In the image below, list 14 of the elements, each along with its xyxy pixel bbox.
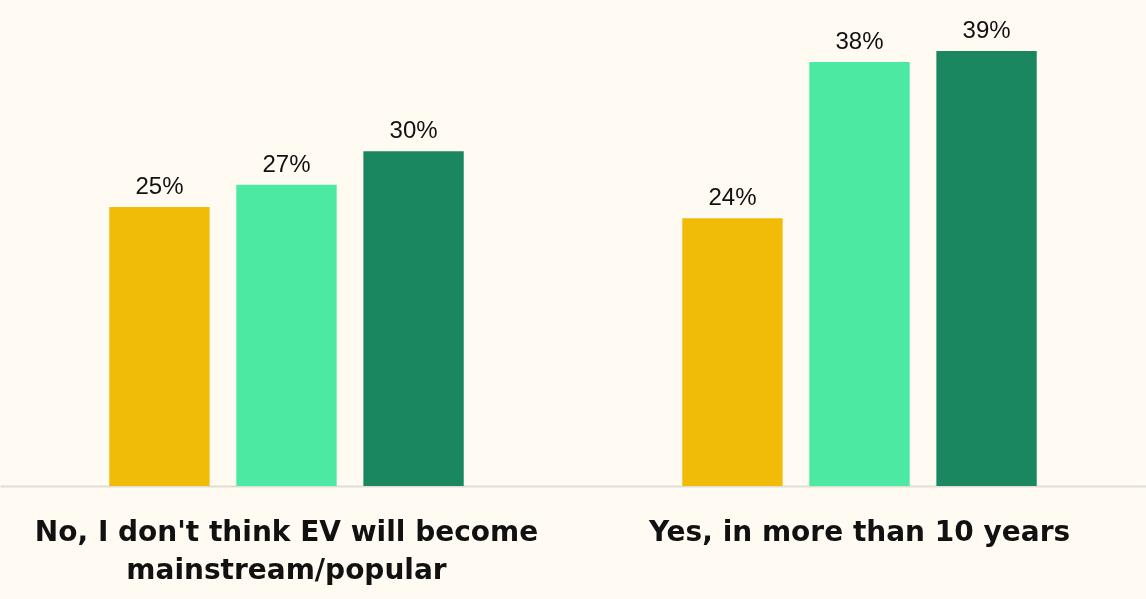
bar [809,62,910,486]
x-tick-label: Yes, in more than 10 years [647,514,1071,548]
data-label: 38% [835,27,884,55]
bar [363,151,464,486]
bar [236,184,337,486]
data-label: 39% [962,15,1011,43]
x-tick-label: No, I don't think EV will become mainstream/popular [34,514,539,586]
bar [936,50,1037,486]
data-label: 27% [262,149,311,177]
bar [109,207,210,486]
data-label: 30% [389,116,438,144]
bar [682,218,783,486]
data-label: 24% [708,183,757,211]
data-label: 25% [135,172,184,200]
